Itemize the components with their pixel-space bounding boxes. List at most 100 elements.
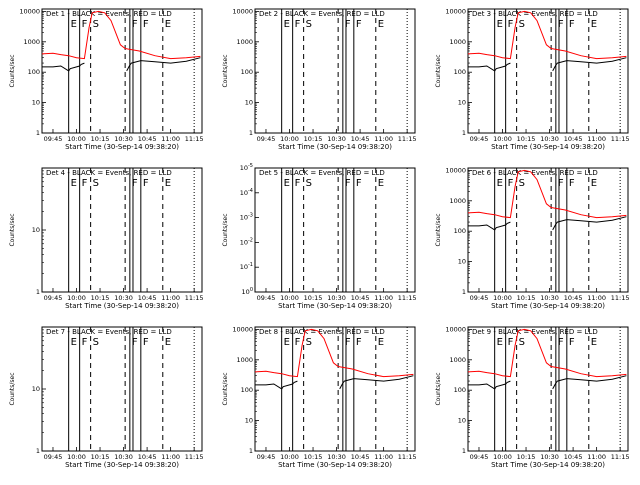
y-tick-label: 10-4: [240, 188, 253, 197]
x-tick-label: 10:30: [114, 135, 133, 143]
x-tick-label: 10:30: [327, 135, 346, 143]
x-tick-label: 10:30: [327, 453, 346, 461]
event-marker-label: F: [356, 337, 362, 348]
event-marker-label: F: [345, 337, 351, 348]
event-marker-label: F: [82, 19, 88, 30]
y-tick-label: 10000: [19, 7, 40, 15]
y-tick-label: 10-1: [240, 262, 253, 271]
x-axis-label: Start Time (30-Sep-14 09:38:20): [491, 461, 605, 469]
x-tick-label: 11:00: [374, 294, 393, 302]
plot-frame: [467, 326, 629, 452]
event-marker-label: E: [284, 178, 290, 189]
event-marker-label: F: [569, 178, 575, 189]
x-tick-label: 11:00: [587, 294, 606, 302]
x-tick-label: 10:15: [517, 135, 536, 143]
y-tick-label: 10: [245, 99, 253, 107]
x-tick-label: 10:45: [351, 294, 370, 302]
event-marker-label: E: [165, 19, 171, 30]
x-tick-label: 11:15: [398, 453, 417, 461]
chart-panel-2: Det 2 - BLACK = Events, RED = LLD Counts/…: [222, 7, 417, 151]
y-tick-label: 10000: [445, 325, 466, 333]
x-axis-label: Start Time (30-Sep-14 09:38:20): [65, 461, 179, 469]
y-tick-label: 1000: [449, 38, 466, 46]
x-axis-label: Start Time (30-Sep-14 09:38:20): [278, 461, 392, 469]
y-axis-label: Counts/sec: [222, 54, 229, 87]
x-tick-label: 10:00: [280, 294, 299, 302]
event-marker-label: F: [82, 178, 88, 189]
x-tick-label: 10:45: [564, 453, 583, 461]
x-axis-label: Start Time (30-Sep-14 09:38:20): [491, 143, 605, 151]
event-marker-label: F: [508, 337, 514, 348]
x-tick-label: 10:15: [517, 453, 536, 461]
y-tick-label: 100: [454, 68, 466, 76]
x-tick-label: 09:45: [257, 453, 276, 461]
x-tick-label: 09:45: [470, 135, 489, 143]
x-tick-label: 10:45: [138, 135, 157, 143]
event-marker-label: E: [378, 19, 384, 30]
plot-frame: [254, 8, 416, 134]
event-marker-label: F: [345, 178, 351, 189]
event-marker-label: E: [284, 337, 290, 348]
lld-series-line: [254, 328, 414, 378]
event-marker-label: E: [497, 178, 503, 189]
x-tick-label: 10:15: [304, 135, 323, 143]
x-tick-label: 11:00: [374, 135, 393, 143]
event-marker-label: F: [132, 19, 138, 30]
event-marker-label: E: [591, 337, 597, 348]
chart-title: Det 2 - BLACK = Events, RED = LLD: [259, 10, 385, 18]
y-tick-label: 10-3: [240, 213, 253, 222]
x-tick-label: 11:15: [398, 135, 417, 143]
event-marker-label: E: [165, 178, 171, 189]
y-tick-label: 1: [249, 129, 253, 137]
event-marker-label: F: [558, 337, 564, 348]
y-axis-label: Counts/sec: [222, 372, 229, 405]
event-marker-label: E: [71, 19, 77, 30]
events-series-line: [468, 216, 627, 231]
event-marker-label: F: [295, 337, 301, 348]
y-tick-label: 10000: [445, 7, 466, 15]
event-marker-label: E: [497, 19, 503, 30]
events-series-line: [42, 57, 201, 72]
chart-title: Det 1 - BLACK = Events, RED = LLD: [46, 10, 172, 18]
y-tick-label: 1: [249, 447, 253, 455]
x-tick-label: 11:00: [161, 453, 180, 461]
y-tick-label: 1000: [449, 197, 466, 205]
plot-frame: [467, 167, 629, 293]
y-tick-label: 10-2: [240, 237, 253, 246]
x-axis-label: Start Time (30-Sep-14 09:38:20): [278, 302, 392, 310]
x-tick-label: 11:15: [185, 294, 204, 302]
event-marker-label: E: [378, 178, 384, 189]
event-marker-label: E: [284, 19, 290, 30]
x-tick-label: 11:00: [374, 453, 393, 461]
chart-panel-5: Det 5 - BLACK = Events, RED = LLD Counts/…: [222, 163, 417, 310]
x-tick-label: 11:15: [611, 453, 630, 461]
plot-frame: [41, 326, 203, 452]
y-tick-label: 1000: [23, 38, 40, 46]
lld-series-line: [467, 169, 627, 219]
plot-frame: [254, 167, 416, 293]
event-marker-label: F: [295, 19, 301, 30]
x-tick-label: 11:15: [185, 453, 204, 461]
chart-panel-9: Det 9 - BLACK = Events, RED = LLD Counts/…: [435, 325, 630, 469]
x-axis-label: Start Time (30-Sep-14 09:38:20): [65, 302, 179, 310]
event-marker-label: S: [519, 178, 525, 189]
x-tick-label: 10:00: [493, 294, 512, 302]
plot-frame: [41, 167, 203, 293]
chart-panel-7: Det 7 - BLACK = Events, RED = LLD Counts/…: [9, 326, 204, 469]
y-axis-label: Counts/sec: [435, 213, 442, 246]
plot-frame: [41, 8, 203, 134]
y-tick-label: 100: [241, 68, 253, 76]
chart-title: Det 7 - BLACK = Events, RED = LLD: [46, 328, 172, 336]
y-tick-label: 1: [462, 129, 466, 137]
event-marker-label: F: [356, 19, 362, 30]
x-tick-label: 10:45: [351, 453, 370, 461]
event-marker-label: E: [591, 19, 597, 30]
event-marker-label: E: [497, 337, 503, 348]
event-marker-label: S: [306, 19, 312, 30]
chart-panel-8: Det 8 - BLACK = Events, RED = LLD Counts/…: [222, 325, 417, 469]
x-tick-label: 11:15: [398, 294, 417, 302]
events-series-line: [255, 375, 414, 390]
y-axis-label: Counts/sec: [435, 372, 442, 405]
x-tick-label: 11:15: [611, 294, 630, 302]
